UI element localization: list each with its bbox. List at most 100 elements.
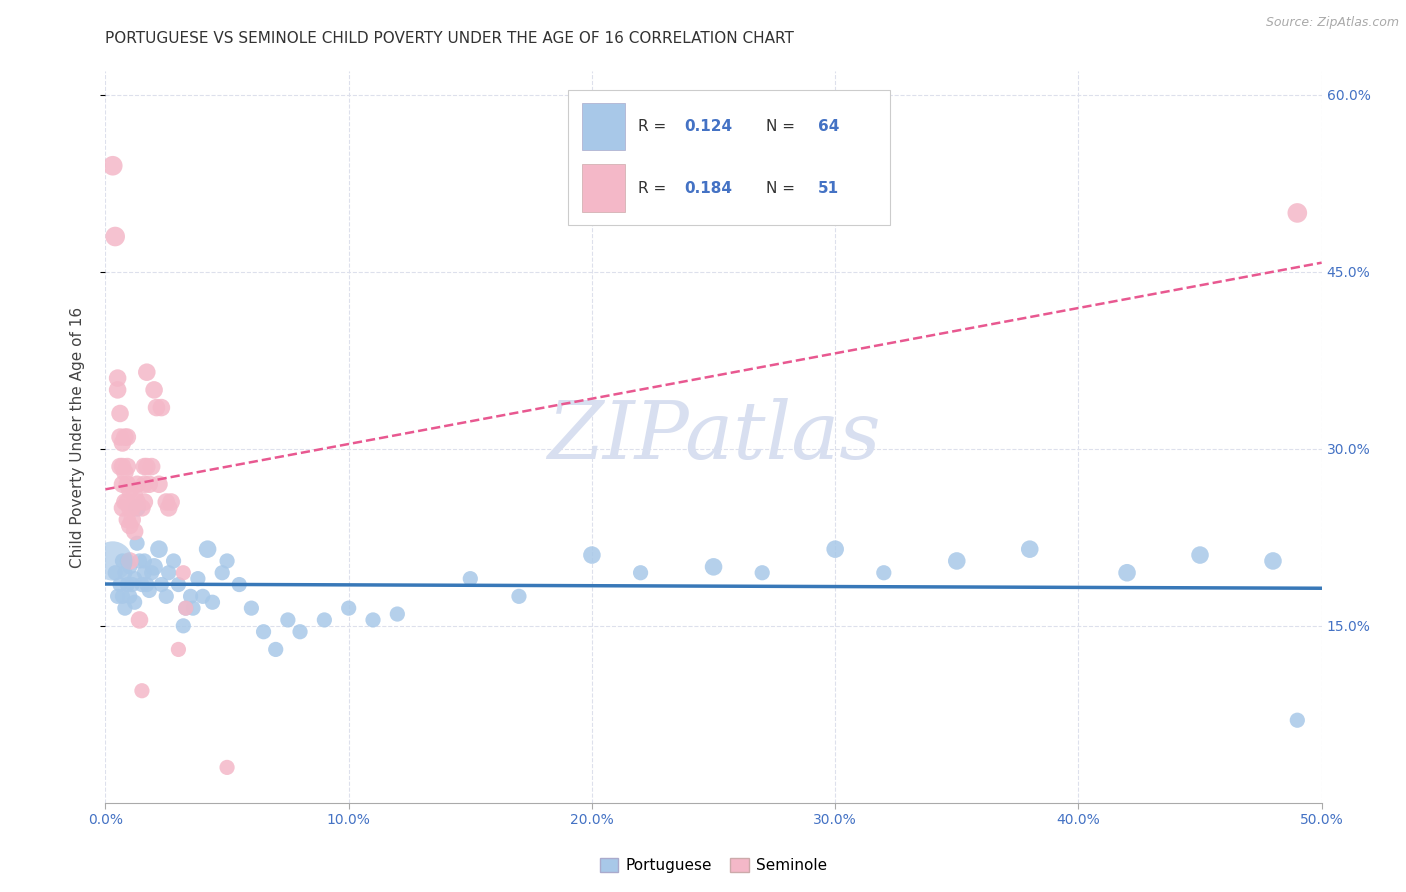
Point xyxy=(117,477,139,491)
Point xyxy=(125,477,148,491)
Point xyxy=(124,524,146,539)
Point xyxy=(128,613,150,627)
Point xyxy=(118,590,141,604)
Point xyxy=(157,500,180,515)
FancyBboxPatch shape xyxy=(582,164,624,211)
Point xyxy=(135,365,157,379)
Point xyxy=(1286,206,1309,220)
Point xyxy=(581,548,603,562)
Point xyxy=(180,590,202,604)
Point xyxy=(117,513,139,527)
Point xyxy=(114,566,136,580)
FancyBboxPatch shape xyxy=(568,89,890,225)
Point xyxy=(117,577,139,591)
Point xyxy=(138,583,160,598)
Point xyxy=(508,590,530,604)
Point xyxy=(150,401,173,415)
Point xyxy=(277,613,299,627)
Point xyxy=(108,407,131,421)
Point xyxy=(125,536,148,550)
Point xyxy=(314,613,336,627)
Point xyxy=(101,554,124,568)
Text: N =: N = xyxy=(766,120,800,134)
Point xyxy=(172,619,194,633)
Point xyxy=(134,459,156,474)
Point xyxy=(1116,566,1139,580)
Point xyxy=(124,489,146,503)
Point xyxy=(117,554,139,568)
Text: 0.124: 0.124 xyxy=(685,120,733,134)
Point xyxy=(143,559,166,574)
Point xyxy=(702,559,725,574)
Point xyxy=(751,566,773,580)
Point xyxy=(118,559,141,574)
Point xyxy=(155,590,177,604)
Point xyxy=(104,566,127,580)
Point xyxy=(148,542,170,557)
Point xyxy=(111,500,134,515)
Text: R =: R = xyxy=(638,120,671,134)
Point xyxy=(264,642,287,657)
Point xyxy=(131,577,153,591)
Point xyxy=(217,760,239,774)
Y-axis label: Child Poverty Under the Age of 16: Child Poverty Under the Age of 16 xyxy=(70,307,84,567)
Point xyxy=(101,159,124,173)
Point xyxy=(125,500,148,515)
Point xyxy=(160,495,183,509)
Point xyxy=(121,577,143,591)
Point xyxy=(124,572,146,586)
Text: R =: R = xyxy=(638,180,671,195)
Text: ZIPatlas: ZIPatlas xyxy=(547,399,880,475)
Point xyxy=(155,495,177,509)
Point xyxy=(240,601,263,615)
Point xyxy=(141,566,163,580)
Point xyxy=(135,577,157,591)
Point xyxy=(134,566,156,580)
Point xyxy=(108,577,131,591)
Point xyxy=(121,500,143,515)
Point xyxy=(458,572,481,586)
Point xyxy=(337,601,360,615)
Point xyxy=(174,601,197,615)
Point xyxy=(117,495,139,509)
Point xyxy=(118,554,141,568)
Point xyxy=(111,590,134,604)
Point xyxy=(201,595,224,609)
Point xyxy=(121,513,143,527)
Point xyxy=(134,554,156,568)
Point xyxy=(191,590,214,604)
Point xyxy=(157,566,180,580)
Point xyxy=(361,613,384,627)
Point xyxy=(150,577,173,591)
Point xyxy=(141,459,163,474)
Point xyxy=(131,683,153,698)
Point xyxy=(111,477,134,491)
Point xyxy=(387,607,409,621)
Text: N =: N = xyxy=(766,180,800,195)
Point xyxy=(104,229,127,244)
Point xyxy=(108,430,131,444)
Point xyxy=(824,542,846,557)
Text: PORTUGUESE VS SEMINOLE CHILD POVERTY UNDER THE AGE OF 16 CORRELATION CHART: PORTUGUESE VS SEMINOLE CHILD POVERTY UND… xyxy=(105,31,794,46)
Point xyxy=(181,601,204,615)
Point xyxy=(945,554,967,568)
Point xyxy=(145,401,167,415)
Point xyxy=(114,466,136,480)
Point xyxy=(131,500,153,515)
Point xyxy=(148,477,170,491)
Point xyxy=(143,383,166,397)
Point xyxy=(124,595,146,609)
Point xyxy=(134,495,156,509)
Point xyxy=(167,642,190,657)
Point xyxy=(111,554,134,568)
Point xyxy=(111,436,134,450)
Text: 64: 64 xyxy=(818,120,839,134)
Legend: Portuguese, Seminole: Portuguese, Seminole xyxy=(593,852,834,880)
Point xyxy=(228,577,250,591)
Point xyxy=(630,566,652,580)
Point xyxy=(114,495,136,509)
Point xyxy=(174,601,197,615)
Point xyxy=(128,554,150,568)
Point xyxy=(1018,542,1040,557)
Point xyxy=(125,495,148,509)
